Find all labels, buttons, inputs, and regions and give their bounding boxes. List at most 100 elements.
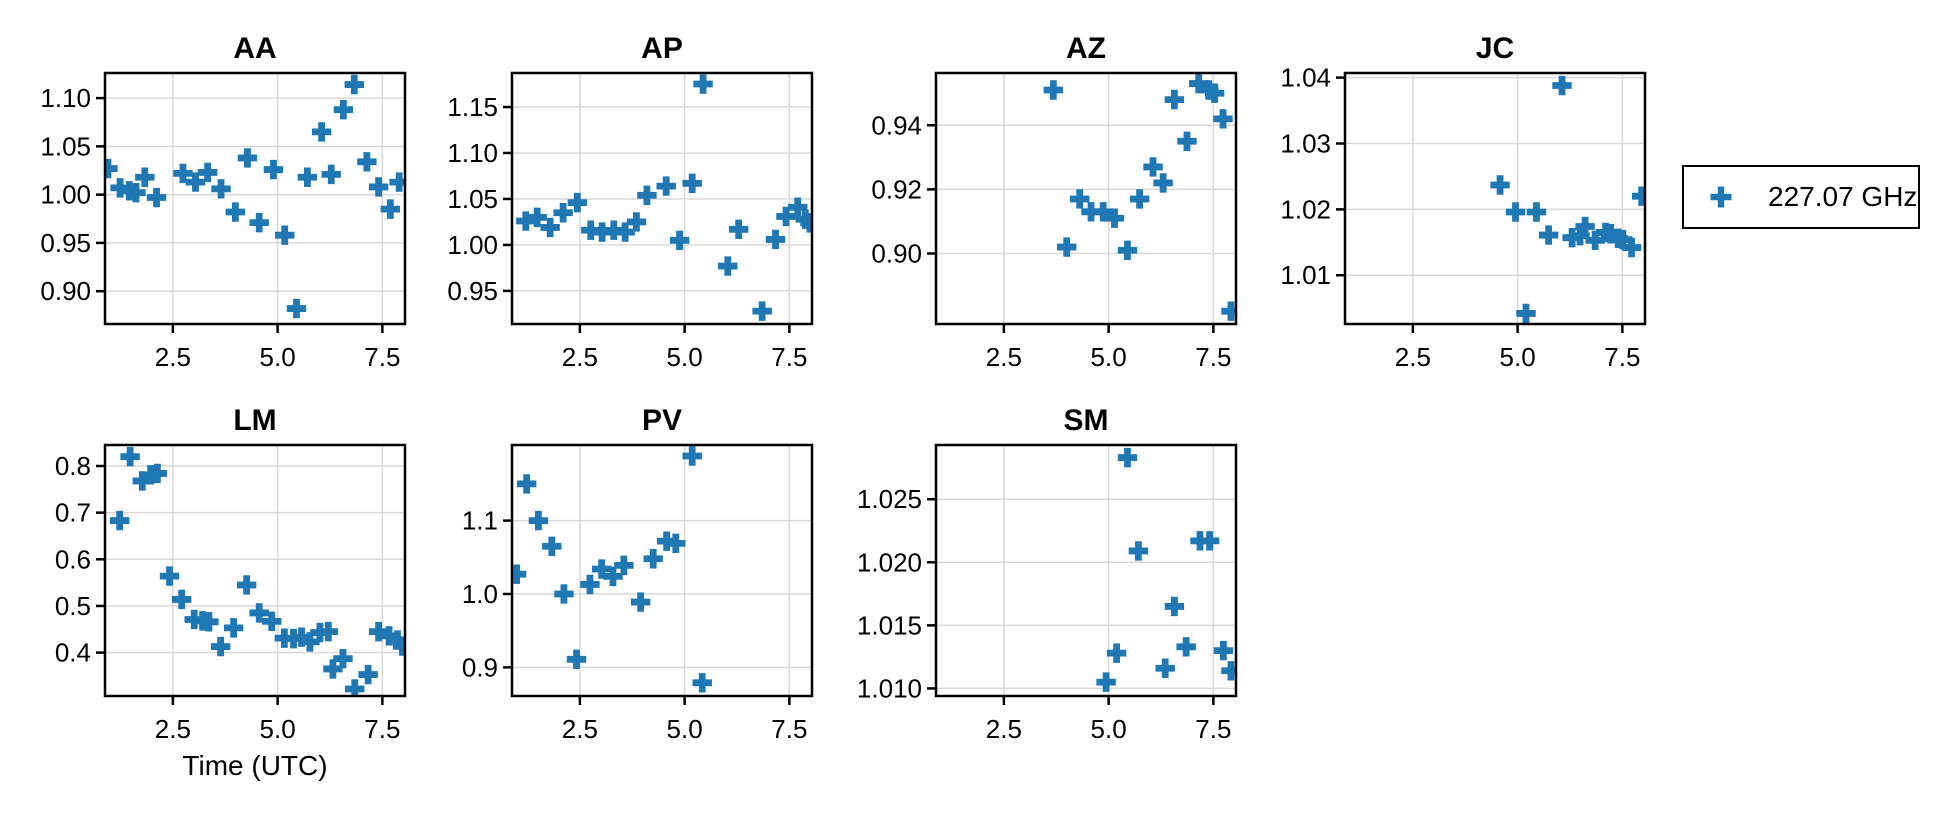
y-tick-label: 0.95 xyxy=(40,228,91,258)
data-point-plus-marker xyxy=(345,679,365,696)
y-tick-label: 0.95 xyxy=(447,276,498,306)
data-point-plus-marker xyxy=(197,162,218,183)
x-tick-label: 2.5 xyxy=(155,342,191,372)
y-tick-label: 0.7 xyxy=(55,498,91,528)
data-point-plus-marker xyxy=(656,176,676,196)
data-point-plus-marker xyxy=(512,564,527,584)
x-tick-label: 7.5 xyxy=(364,714,400,744)
data-point-plus-marker xyxy=(1164,89,1185,110)
data-point-plus-marker xyxy=(1104,208,1125,228)
panel-title: AZ xyxy=(1066,32,1106,65)
y-tick-label: 1.15 xyxy=(447,92,498,122)
data-point-plus-marker xyxy=(1505,202,1526,222)
data-point-plus-marker xyxy=(211,179,231,199)
y-tick-label: 0.94 xyxy=(871,110,922,140)
x-tick-label: 5.0 xyxy=(667,714,703,744)
data-point-plus-marker xyxy=(126,183,146,203)
legend-plus-marker-icon xyxy=(1710,186,1732,208)
x-tick-label: 2.5 xyxy=(562,342,598,372)
y-tick-label: 1.015 xyxy=(857,610,922,640)
axes-frame xyxy=(934,71,1238,326)
data-point-plus-marker xyxy=(368,621,389,642)
x-tick-label: 5.0 xyxy=(260,714,296,744)
panel-pv: 2.5 5.0 7.5 1.1 1.0 0.9 PV xyxy=(462,404,814,744)
data-point-plus-marker xyxy=(1143,157,1163,177)
scatter-points xyxy=(516,74,812,321)
data-point-plus-marker xyxy=(392,636,405,656)
data-point-plus-marker xyxy=(275,225,295,245)
data-point-plus-marker xyxy=(263,159,284,180)
x-tick-label: 5.0 xyxy=(1091,714,1127,744)
data-point-plus-marker xyxy=(120,446,140,467)
data-point-plus-marker xyxy=(591,559,612,579)
data-point-plus-marker xyxy=(637,185,657,205)
data-point-plus-marker xyxy=(1516,303,1536,324)
scatter-points xyxy=(512,446,712,693)
x-tick-label: 2.5 xyxy=(155,714,191,744)
data-point-plus-marker xyxy=(1621,237,1642,258)
data-point-plus-marker xyxy=(311,122,332,142)
x-tick-label: 2.5 xyxy=(1395,342,1431,372)
x-tick-label: 7.5 xyxy=(1604,342,1640,372)
data-point-plus-marker xyxy=(1631,186,1645,206)
data-point-plus-marker xyxy=(1153,173,1173,193)
data-point-plus-marker xyxy=(368,177,389,197)
data-point-plus-marker xyxy=(540,217,560,238)
data-point-plus-marker xyxy=(615,222,635,242)
y-tick-label: 0.8 xyxy=(55,451,91,481)
data-point-plus-marker xyxy=(1057,237,1077,257)
axes-frame xyxy=(103,443,407,698)
data-point-plus-marker xyxy=(516,474,537,494)
data-point-plus-marker xyxy=(776,206,796,227)
data-point-plus-marker xyxy=(1128,541,1149,561)
data-point-plus-marker xyxy=(185,172,206,192)
panel-ap: 2.5 5.0 7.5 1.15 1.10 1.05 1.00 0.95 AP xyxy=(447,32,814,372)
data-point-plus-marker xyxy=(1199,531,1220,551)
data-point-plus-marker xyxy=(752,301,772,321)
data-point-plus-marker xyxy=(1221,301,1236,321)
data-point-plus-marker xyxy=(223,618,244,638)
panel-aa: 2.5 5.0 7.5 1.10 1.05 1.00 0.95 0.90 AA xyxy=(40,32,407,372)
data-point-plus-marker xyxy=(788,197,808,217)
y-tick-label: 0.92 xyxy=(871,174,922,204)
data-point-plus-marker xyxy=(1117,447,1138,468)
y-tick-label: 1.03 xyxy=(1280,128,1331,158)
y-tick-label: 1.05 xyxy=(40,131,91,161)
data-point-plus-marker xyxy=(389,172,405,192)
data-point-plus-marker xyxy=(262,611,282,632)
y-tick-label: 1.05 xyxy=(447,184,498,214)
axes-frame xyxy=(510,443,814,698)
data-point-plus-marker xyxy=(171,589,192,610)
data-point-plus-marker xyxy=(1155,658,1175,678)
data-point-plus-marker xyxy=(800,213,812,233)
plus-icon xyxy=(1710,186,1732,208)
data-point-plus-marker xyxy=(135,167,155,187)
y-tick-label: 1.020 xyxy=(857,547,922,577)
y-tick-label: 1.1 xyxy=(462,506,498,536)
data-point-plus-marker xyxy=(1600,224,1621,244)
panel-az: 2.5 5.0 7.5 0.94 0.92 0.90 AZ xyxy=(871,32,1238,372)
data-point-plus-marker xyxy=(291,627,312,647)
x-tick-label: 7.5 xyxy=(1195,714,1231,744)
axes-frame xyxy=(103,71,407,326)
panel-title: AA xyxy=(233,32,276,65)
y-tick-label: 1.02 xyxy=(1280,194,1331,224)
panel-title: JC xyxy=(1476,32,1514,65)
y-tick-label: 0.90 xyxy=(40,276,91,306)
data-point-plus-marker xyxy=(249,603,269,623)
data-point-plus-marker xyxy=(643,549,663,569)
y-tick-label: 0.5 xyxy=(55,591,91,621)
data-point-plus-marker xyxy=(1043,80,1064,100)
y-tick-label: 1.10 xyxy=(40,83,91,113)
y-tick-label: 1.010 xyxy=(857,673,922,703)
data-point-plus-marker xyxy=(682,173,702,194)
data-point-plus-marker xyxy=(210,636,231,657)
data-point-plus-marker xyxy=(580,574,600,595)
data-point-plus-marker xyxy=(109,510,130,531)
data-point-plus-marker xyxy=(1613,229,1633,250)
data-point-plus-marker xyxy=(692,673,712,693)
data-point-plus-marker xyxy=(321,164,341,185)
panel-sm: 2.5 5.0 7.5 1.025 1.020 1.015 1.010 SM xyxy=(857,404,1238,744)
panel-title: SM xyxy=(1064,404,1109,437)
